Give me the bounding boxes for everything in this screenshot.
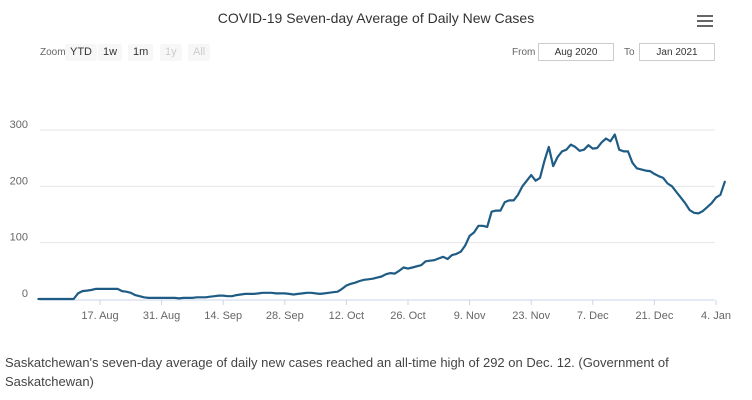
y-tick-label: 200 xyxy=(10,175,28,187)
series-layer xyxy=(37,133,726,301)
menu-bar xyxy=(697,25,713,27)
range-to-input[interactable] xyxy=(639,43,715,61)
x-tick-label: 31. Aug xyxy=(143,310,180,322)
x-tick-label: 26. Oct xyxy=(390,310,425,322)
range-from-input[interactable] xyxy=(538,43,614,61)
range-to-label: To xyxy=(624,47,635,58)
zoom-ytd-button[interactable]: YTD xyxy=(65,44,97,61)
x-tick-label: 12. Oct xyxy=(329,310,364,322)
menu-icon[interactable] xyxy=(697,15,713,29)
range-from-label: From xyxy=(512,47,536,58)
image-caption: Saskatchewan's seven-day average of dail… xyxy=(5,355,669,389)
grid-lines xyxy=(40,129,715,244)
menu-bar xyxy=(697,15,713,17)
menu-bar xyxy=(697,20,713,22)
zoom-1y-button[interactable]: 1y xyxy=(160,44,182,61)
x-tick-label: 9. Nov xyxy=(454,310,486,322)
x-tick-label: 7. Dec xyxy=(577,310,609,322)
x-tick-label: 14. Sep xyxy=(204,310,242,322)
x-tick-label: 28. Sep xyxy=(266,310,304,322)
chart-title: COVID-19 Seven-day Average of Daily New … xyxy=(217,10,535,26)
y-axis: 0 100 200 300 xyxy=(10,119,28,300)
zoom-label: Zoom xyxy=(40,47,66,58)
x-axis: 17. Aug 31. Aug 14. Sep 28. Sep 12. Oct 26. O… xyxy=(40,299,731,322)
series-line xyxy=(37,133,726,301)
y-tick-label: 100 xyxy=(10,232,28,244)
x-tick-label: 17. Aug xyxy=(81,310,118,322)
y-tick-label: 0 xyxy=(22,288,28,300)
zoom-1m-button[interactable]: 1m xyxy=(128,44,154,61)
x-tick-label: 4. Jan xyxy=(701,310,731,322)
x-tick-label: 23. Nov xyxy=(512,310,550,322)
x-tick-label: 21. Dec xyxy=(635,310,673,322)
y-tick-label: 300 xyxy=(10,119,28,131)
zoom-all-button[interactable]: All xyxy=(188,44,211,61)
zoom-1w-button[interactable]: 1w xyxy=(98,44,123,61)
